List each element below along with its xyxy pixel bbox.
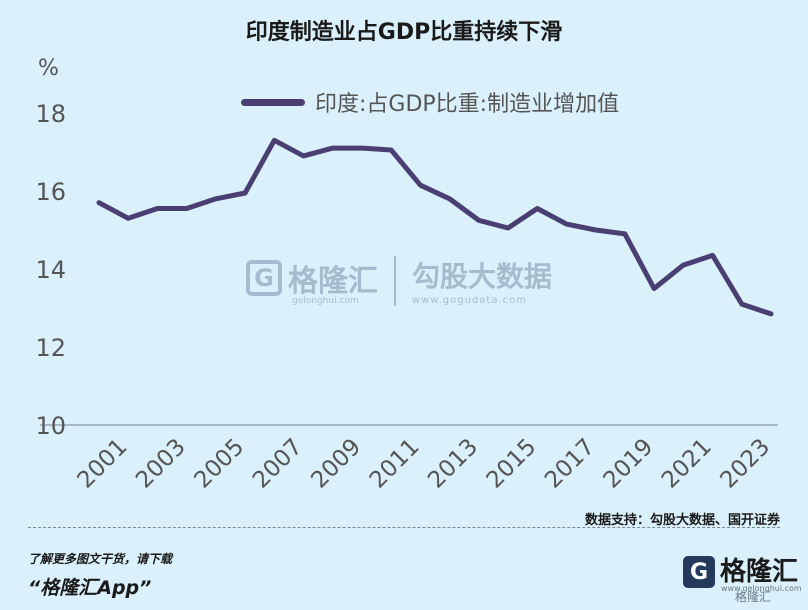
x-tick-label: 2007 bbox=[248, 434, 308, 494]
y-tick-label: 18 bbox=[35, 100, 66, 128]
legend-swatch bbox=[241, 98, 305, 106]
y-tick-labels: 10 12 14 16 18 bbox=[35, 100, 66, 440]
promo-line-2: “格隆汇App” bbox=[28, 577, 152, 599]
series-line bbox=[96, 137, 774, 317]
source-note: 数据支持：勾股大数据、国开证券 bbox=[584, 513, 780, 528]
x-tick-label: 2023 bbox=[715, 434, 775, 494]
watermark: G 格隆汇 gelonghui.com 勾股大数据 www.gogudata.c… bbox=[246, 255, 552, 306]
legend-label: 印度:占GDP比重:制造业增加值 bbox=[315, 92, 620, 117]
x-tick-label: 2003 bbox=[131, 434, 191, 494]
x-tick-label: 2013 bbox=[423, 434, 483, 494]
watermark-name: 格隆汇 bbox=[288, 263, 378, 299]
y-tick-label: 10 bbox=[35, 412, 66, 440]
watermark-logo-icon: G bbox=[246, 259, 282, 296]
brand-logo: G 格隆汇 www.gelonghui.com bbox=[683, 551, 802, 593]
watermark-right-name: 勾股大数据 bbox=[412, 260, 553, 293]
watermark-right-site: www.gogudata.com bbox=[412, 295, 528, 306]
x-tick-label: 2001 bbox=[73, 434, 133, 494]
footer-divider bbox=[28, 527, 780, 528]
y-tick-label: 14 bbox=[35, 256, 66, 284]
x-tick-label: 2019 bbox=[599, 434, 659, 494]
x-tick-label: 2005 bbox=[190, 434, 250, 494]
x-tick-label: 2011 bbox=[365, 434, 425, 494]
watermark-divider bbox=[394, 255, 396, 306]
y-tick-label: 16 bbox=[35, 178, 66, 206]
brand-logo-icon: G bbox=[683, 556, 715, 588]
x-tick-label: 2009 bbox=[306, 434, 366, 494]
y-tick-label: 12 bbox=[35, 334, 66, 362]
chart-title: 印度制造业占GDP比重持续下滑 bbox=[245, 20, 563, 45]
legend: 印度:占GDP比重:制造业增加值 bbox=[241, 86, 619, 118]
x-tick-labels: 2001200320052007200920112013201520172019… bbox=[73, 434, 776, 494]
x-tick-label: 2015 bbox=[482, 434, 542, 494]
corner-watermark: 格隆汇 bbox=[735, 590, 772, 604]
brand-name: 格隆汇 bbox=[720, 557, 799, 587]
y-unit-label: % bbox=[38, 56, 59, 81]
x-tick-label: 2021 bbox=[657, 434, 717, 494]
promo-line-1: 了解更多图文干货，请下载 bbox=[28, 552, 173, 566]
x-tick-label: 2017 bbox=[540, 434, 600, 494]
brand-site: www.gelonghui.com bbox=[721, 584, 802, 593]
watermark-site: gelonghui.com bbox=[292, 295, 359, 306]
